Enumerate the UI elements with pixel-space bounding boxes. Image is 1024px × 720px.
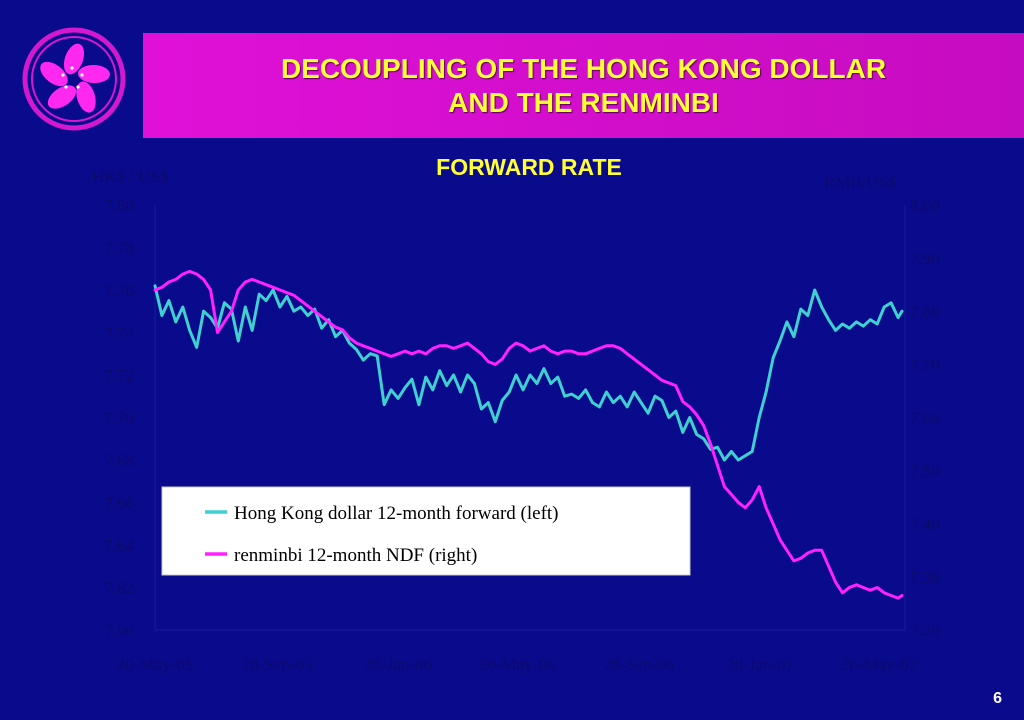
y-left-tick-label: 7.60: [104, 621, 134, 640]
hkd-forward-line: [153, 284, 904, 462]
x-tick-label: 20-May-06: [479, 655, 555, 674]
x-tick-label: 20-Sep-05: [242, 655, 313, 674]
x-tick-label: 20-May-07: [841, 655, 918, 674]
y-left-tick-label: 7.74: [104, 324, 134, 343]
chart-title: FORWARD RATE: [436, 154, 622, 180]
legend: Hong Kong dollar 12-month forward (left)…: [161, 486, 691, 576]
legend-label: renminbi 12-month NDF (right): [234, 545, 477, 566]
y-left-tick-label: 7.70: [104, 409, 134, 428]
bauhinia-logo: [20, 25, 128, 133]
y-left-tick-label: 7.78: [104, 239, 134, 258]
grid-layer: [154, 205, 906, 631]
y-left-tick-label: 7.66: [104, 494, 134, 513]
y-right-tick-label: 7.50: [910, 462, 940, 481]
y-left-tick-label: 7.76: [104, 281, 134, 300]
x-tick-label: 20-Jan-07: [726, 655, 794, 674]
x-tick-label: 20-Sep-06: [604, 655, 675, 674]
y-right-tick-label: 7.40: [910, 515, 940, 534]
chart-text-layer: HK$ / US$ RMB/US$ FORWARD RATE: [92, 154, 897, 192]
rmb-ndf-line: [153, 269, 904, 600]
y-left-tick-label: 7.64: [104, 536, 134, 555]
series-layer: [153, 269, 904, 600]
slide-number: 6: [993, 690, 1002, 707]
bauhinia-logo-icon: [22, 27, 126, 131]
y-left-tick-label: 7.62: [104, 579, 134, 598]
y-right-tick-label: 7.80: [910, 302, 940, 321]
y-right-tick-label: 7.90: [910, 249, 940, 268]
title-bar: DECOUPLING OF THE HONG KONG DOLLAR AND T…: [143, 33, 1024, 138]
legend-label: Hong Kong dollar 12-month forward (left): [234, 503, 559, 524]
y-right-tick-label: 7.60: [910, 409, 940, 428]
y-right-tick-label: 8.00: [910, 196, 940, 215]
y-right-tick-label: 7.30: [910, 568, 940, 587]
axis-layer: 7.80 7.78 7.76 7.74 7.72 7.70 7.68 7.66 7.64 7.62…: [104, 196, 940, 674]
y-left-tick-label: 7.68: [104, 451, 134, 470]
x-tick-label: 20-Jan-06: [364, 655, 432, 674]
y-left-tick-label: 7.72: [104, 366, 134, 385]
y-right-axis-title: RMB/US$: [824, 173, 897, 192]
y-left-tick-label: 7.80: [104, 196, 134, 215]
slide-title-line-1: DECOUPLING OF THE HONG KONG DOLLAR: [280, 52, 887, 84]
y-left-axis-title: HK$ / US$: [92, 167, 169, 186]
y-right-tick-label: 7.20: [910, 621, 940, 640]
y-right-tick-label: 7.70: [910, 355, 940, 374]
x-tick-label: 20-May-05: [117, 655, 193, 674]
legend-box: [161, 486, 691, 576]
slide-title-line-2: AND THE RENMINBI: [448, 86, 719, 118]
